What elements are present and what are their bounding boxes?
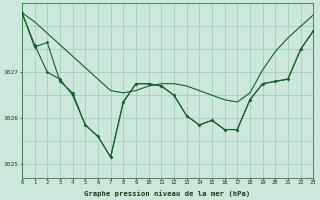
X-axis label: Graphe pression niveau de la mer (hPa): Graphe pression niveau de la mer (hPa): [84, 190, 251, 197]
